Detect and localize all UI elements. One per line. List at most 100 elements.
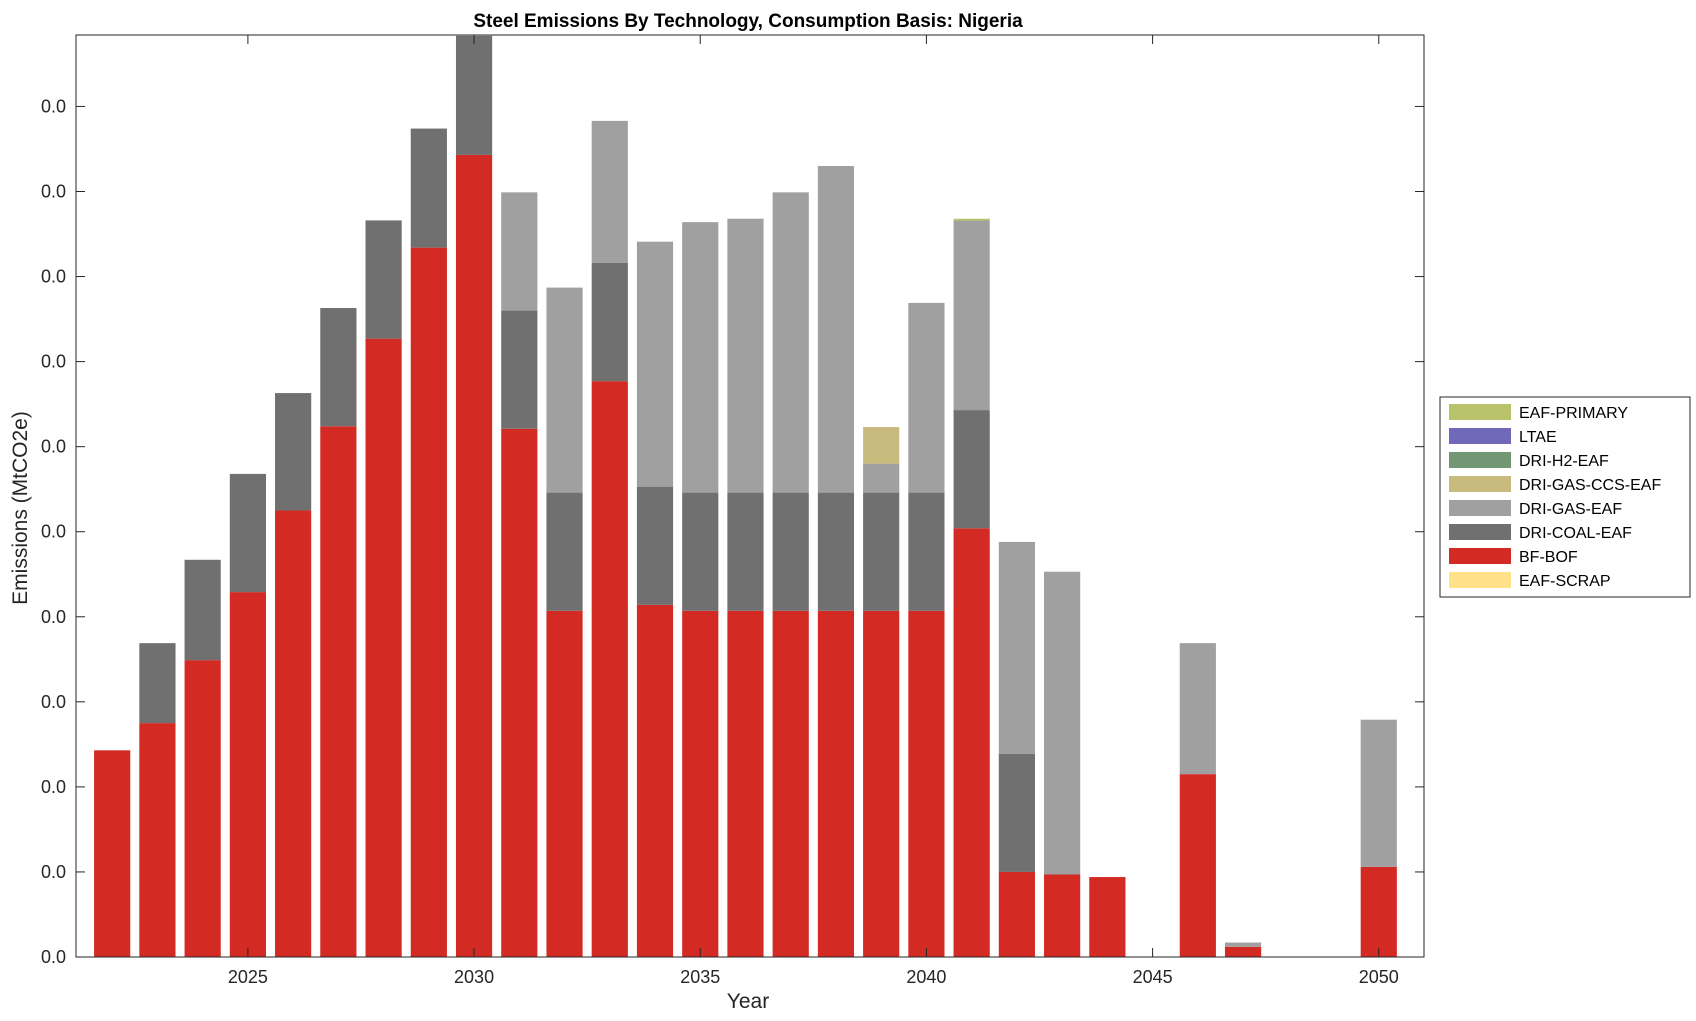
- bar-dri-gas-eaf-2050: [1360, 719, 1397, 867]
- bar-bf-bof-2025: [229, 592, 266, 957]
- plot-area: 0.0 0.0 0.0 0.0 0.0 0.0 0.0 0.0 0.0 0.0 0.0 2025 203…: [41, 34, 1425, 987]
- bar-dri-coal-eaf-2024: [184, 559, 221, 661]
- bar-bf-bof-2024: [184, 660, 221, 957]
- bar-bf-bof-2030: [455, 154, 493, 957]
- bar-dri-gas-eaf-2034: [636, 241, 674, 487]
- y-tick-label: 0.0: [41, 862, 66, 882]
- bar-dri-gas-eaf-2032: [546, 287, 583, 493]
- bar-bf-bof-2034: [636, 604, 674, 957]
- y-tick-label: 0.0: [41, 182, 66, 202]
- bar-bf-bof-2046: [1179, 774, 1216, 957]
- bar-dri-gas-eaf-2036: [727, 218, 764, 493]
- bar-dri-coal-eaf-2026: [275, 393, 312, 511]
- x-axis-label: Year: [727, 990, 769, 1013]
- x-tick-label: 2045: [1133, 967, 1173, 987]
- bar-dri-gas-eaf-2035: [682, 222, 719, 493]
- x-tick-label: 2030: [454, 967, 494, 987]
- bar-bf-bof-2044: [1089, 877, 1126, 957]
- bar-bf-bof-2033: [591, 381, 628, 957]
- bar-bf-bof-2036: [727, 610, 764, 957]
- legend-swatch-dri-h2-eaf: [1449, 452, 1511, 468]
- bar-bf-bof-2039: [863, 610, 900, 957]
- bar-bf-bof-2031: [501, 428, 538, 957]
- chart-legend: EAF-PRIMARY LTAE DRI-H2-EAF DRI-GAS-CCS-EAF…: [1439, 396, 1691, 598]
- bar-bf-bof-2022: [94, 750, 131, 957]
- bar-dri-gas-eaf-2046: [1179, 643, 1216, 775]
- bar-dri-gas-eaf-2037: [772, 192, 809, 493]
- bar-bf-bof-2023: [139, 723, 176, 957]
- bar-dri-coal-eaf-2028: [365, 220, 402, 339]
- bar-bf-bof-2027: [320, 426, 357, 957]
- bar-dri-coal-eaf-2023: [139, 643, 176, 724]
- bar-bf-bof-2041: [953, 528, 990, 957]
- y-tick-label: 0.0: [41, 692, 66, 712]
- bar-dri-coal-eaf-2040: [908, 492, 945, 611]
- y-tick-label: 0.0: [41, 267, 66, 287]
- bar-dri-gas-eaf-2042: [998, 541, 1035, 754]
- y-tick-label: 0.0: [41, 607, 66, 627]
- bar-dri-gas-eaf-2031: [501, 192, 538, 311]
- legend-swatch-dri-coal-eaf: [1449, 524, 1511, 540]
- y-tick-label: 0.0: [41, 96, 66, 116]
- legend-label-dri-h2-eaf: DRI-H2-EAF: [1519, 453, 1609, 470]
- bar-dri-coal-eaf-2031: [501, 310, 538, 429]
- legend-label-dri-gas-eaf: DRI-GAS-EAF: [1519, 501, 1622, 518]
- legend-label-eaf-scrap: EAF-SCRAP: [1519, 573, 1611, 590]
- bar-bf-bof-2043: [1044, 874, 1081, 957]
- bar-bf-bof-2029: [410, 247, 447, 957]
- legend-label-ltae: LTAE: [1519, 429, 1557, 446]
- y-tick-label: 0.0: [41, 437, 66, 457]
- legend-swatch-ltae: [1449, 428, 1511, 444]
- bar-bf-bof-2035: [682, 610, 719, 957]
- y-axis-label: Emissions (MtCO2e): [9, 411, 32, 605]
- legend-label-dri-coal-eaf: DRI-COAL-EAF: [1519, 525, 1632, 542]
- bar-bf-bof-2032: [546, 610, 583, 957]
- bar-dri-gas-eaf-2033: [591, 120, 628, 263]
- bar-dri-coal-eaf-2032: [546, 492, 583, 611]
- bar-dri-coal-eaf-2033: [591, 262, 628, 382]
- legend-swatch-dri-gas-ccs-eaf: [1449, 476, 1511, 492]
- bar-dri-gas-eaf-2047: [1224, 942, 1262, 947]
- legend-swatch-dri-gas-eaf: [1449, 500, 1511, 516]
- chart-title: Steel Emissions By Technology, Consumpti…: [473, 11, 1023, 32]
- y-tick-label: 0.0: [41, 777, 66, 797]
- bar-dri-gas-eaf-2041: [953, 220, 990, 411]
- bar-eaf-primary-2041: [953, 218, 990, 221]
- bar-bf-bof-2037: [772, 610, 809, 957]
- bar-dri-coal-eaf-2030: [455, 35, 493, 155]
- bar-dri-gas-eaf-2039: [863, 463, 900, 493]
- bar-dri-gas-eaf-2040: [908, 302, 945, 493]
- legend-label-bf-bof: BF-BOF: [1519, 549, 1578, 566]
- y-tick-label: 0.0: [41, 352, 66, 372]
- plot-frame: [75, 34, 1425, 958]
- bar-dri-gas-eaf-2038: [817, 165, 855, 493]
- bar-dri-gas-eaf-2043: [1044, 571, 1081, 875]
- bar-bf-bof-2038: [817, 610, 855, 957]
- legend-swatch-eaf-primary: [1449, 404, 1511, 420]
- legend-swatch-eaf-scrap: [1449, 572, 1511, 588]
- bar-dri-coal-eaf-2041: [953, 410, 990, 529]
- bar-dri-coal-eaf-2039: [863, 492, 900, 611]
- legend-swatch-bf-bof: [1449, 548, 1511, 564]
- x-tick-label: 2050: [1359, 967, 1399, 987]
- bar-bf-bof-2050: [1360, 866, 1397, 957]
- bar-bf-bof-2042: [998, 871, 1035, 957]
- x-tick-label: 2040: [906, 967, 946, 987]
- legend-label-dri-gas-ccs-eaf: DRI-GAS-CCS-EAF: [1519, 477, 1661, 494]
- x-tick-label: 2025: [228, 967, 268, 987]
- bar-dri-coal-eaf-2036: [727, 492, 764, 611]
- bar-dri-coal-eaf-2034: [636, 486, 674, 605]
- bar-bf-bof-2047: [1224, 946, 1262, 957]
- legend-box: [1439, 396, 1691, 598]
- bar-dri-gas-ccs-eaf-2039: [863, 427, 900, 464]
- bar-dri-coal-eaf-2025: [229, 473, 266, 593]
- legend-label-eaf-primary: EAF-PRIMARY: [1519, 405, 1628, 422]
- bar-dri-coal-eaf-2042: [998, 753, 1035, 872]
- bar-bf-bof-2026: [275, 510, 312, 957]
- y-tick-label: 0.0: [41, 947, 66, 967]
- bar-dri-coal-eaf-2027: [320, 308, 357, 427]
- bar-dri-coal-eaf-2029: [410, 128, 447, 248]
- bar-bf-bof-2028: [365, 338, 402, 957]
- y-tick-label: 0.0: [41, 522, 66, 542]
